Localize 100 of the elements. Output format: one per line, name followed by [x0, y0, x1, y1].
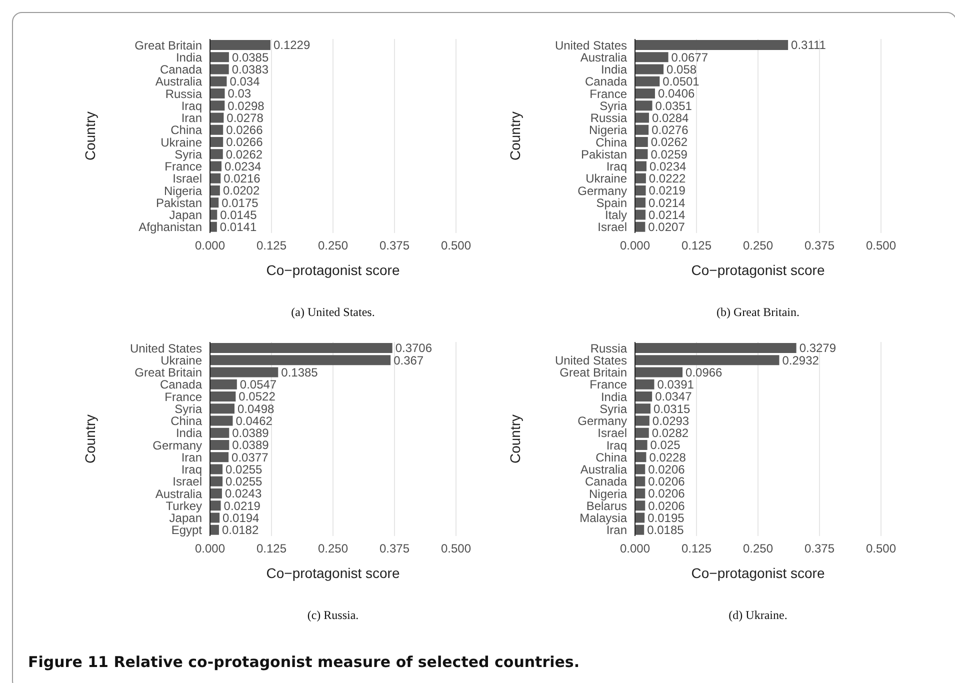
bar: [210, 112, 224, 123]
bar: [635, 210, 646, 220]
y-tick-label: China: [596, 450, 628, 464]
x-tick-label: 0.125: [681, 542, 712, 556]
data-label: 0.1229: [273, 38, 310, 52]
bar: [210, 64, 229, 74]
y-tick-label: United States: [554, 353, 627, 368]
bar: [210, 136, 224, 147]
x-tick-label: 0.250: [318, 238, 348, 253]
bar: [210, 512, 220, 523]
data-label: 0.0389: [232, 438, 270, 452]
data-label: 0.0206: [648, 474, 686, 489]
bar: [210, 440, 230, 450]
data-label: 0.0284: [652, 110, 689, 125]
y-tick-label: Nigeria: [588, 486, 628, 501]
y-tick-label: Germany: [578, 414, 627, 428]
data-label: 0.3111: [791, 38, 826, 52]
bar: [635, 100, 652, 111]
y-tick-label: Malaysia: [580, 511, 628, 526]
bar: [635, 161, 647, 172]
data-label: 0.0219: [224, 498, 261, 513]
x-tick-label: 0.125: [681, 238, 712, 253]
bar: [635, 112, 649, 123]
x-tick-label: 0.250: [742, 542, 774, 556]
y-tick-label: Canada: [160, 378, 202, 392]
data-label: 0.0385: [232, 50, 269, 64]
data-label: 0.3706: [395, 341, 432, 356]
y-tick-label: Iraq: [181, 98, 202, 113]
bar: [635, 222, 646, 232]
bar: [210, 404, 234, 414]
bar: [635, 88, 655, 98]
data-label: 0.0145: [220, 208, 258, 222]
y-tick-label: Iraq: [606, 160, 627, 174]
y-tick-label: Ukraine: [160, 135, 202, 150]
bar: [210, 76, 227, 86]
y-tick-label: Great Britain: [560, 366, 627, 380]
x-tick-label: 0.000: [194, 542, 226, 556]
y-tick-label: Germany: [578, 184, 627, 198]
text: (a) United States.: [290, 305, 376, 320]
text: (b) Great Britain.: [716, 305, 800, 320]
data-label: 0.0282: [652, 426, 689, 440]
x-axis-title: Co−protagonist score: [690, 262, 826, 278]
bar: [210, 185, 220, 196]
y-tick-label: China: [170, 123, 202, 138]
data-label: 0.0462: [236, 414, 273, 428]
data-label: 0.0182: [222, 523, 259, 538]
data-label: 0.0216: [224, 172, 261, 186]
data-label: 0.0195: [648, 510, 685, 525]
bar: [210, 452, 229, 462]
data-label: 0.0234: [650, 159, 687, 174]
data-label: 0.0214: [648, 208, 686, 222]
y-tick-label: Afghanistan: [138, 220, 202, 234]
data-label: 0.0547: [240, 378, 277, 392]
data-label: 0.058: [666, 62, 697, 76]
data-label: 0.0214: [648, 196, 686, 210]
y-tick-label: India: [600, 390, 628, 404]
bar: [635, 416, 650, 426]
y-tick-label: Ukraine: [160, 353, 202, 368]
bar: [210, 222, 217, 232]
data-label: 0.0185: [647, 523, 684, 538]
x-axis-title: Co−protagonist score: [690, 565, 826, 581]
data-label: 0.0222: [648, 172, 686, 186]
data-label: 0.0228: [649, 450, 686, 464]
x-tick-label: 0.375: [804, 542, 835, 556]
x-tick-label: 0.000: [194, 238, 226, 253]
x-tick-label: 0.250: [318, 542, 348, 556]
y-axis-title: Country: [82, 111, 98, 161]
y-tick-label: Iraq: [606, 438, 627, 452]
data-label: 0.0234: [224, 159, 262, 174]
data-label: 0.1385: [281, 365, 318, 380]
y-tick-label: United States: [130, 341, 202, 356]
data-label: 0.0391: [657, 378, 694, 392]
bar: [635, 524, 644, 535]
x-tick-label: 0.375: [379, 238, 410, 253]
data-label: 0.0501: [662, 74, 700, 89]
bar: [635, 452, 646, 462]
data-label: 0.0207: [648, 220, 686, 234]
data-label: 0.0262: [650, 135, 688, 150]
data-label: 0.0383: [232, 62, 269, 76]
bar: [210, 124, 224, 135]
data-label: 0.0255: [226, 474, 263, 489]
data-label: 0.0255: [226, 462, 263, 476]
bar: [635, 136, 648, 147]
bar: [210, 391, 236, 402]
caption: Figure 11 Relative co-protagonist measure of selected countries.: [28, 653, 580, 671]
y-tick-label: Japan: [169, 511, 202, 526]
bar: [635, 124, 649, 135]
bar: [210, 88, 225, 98]
bar: [635, 404, 650, 414]
y-tick-label: India: [176, 426, 202, 440]
bar: [635, 355, 780, 366]
bar: [210, 428, 230, 438]
y-tick-label: Israel: [598, 426, 627, 440]
data-label: 0.0315: [654, 402, 691, 416]
bar: [210, 416, 233, 426]
y-tick-label: Great Britain: [134, 366, 202, 380]
bar: [210, 355, 391, 366]
y-tick-label: Japan: [169, 208, 202, 222]
y-tick-label: Israel: [172, 474, 202, 489]
x-tick-label: 0.000: [620, 542, 650, 556]
